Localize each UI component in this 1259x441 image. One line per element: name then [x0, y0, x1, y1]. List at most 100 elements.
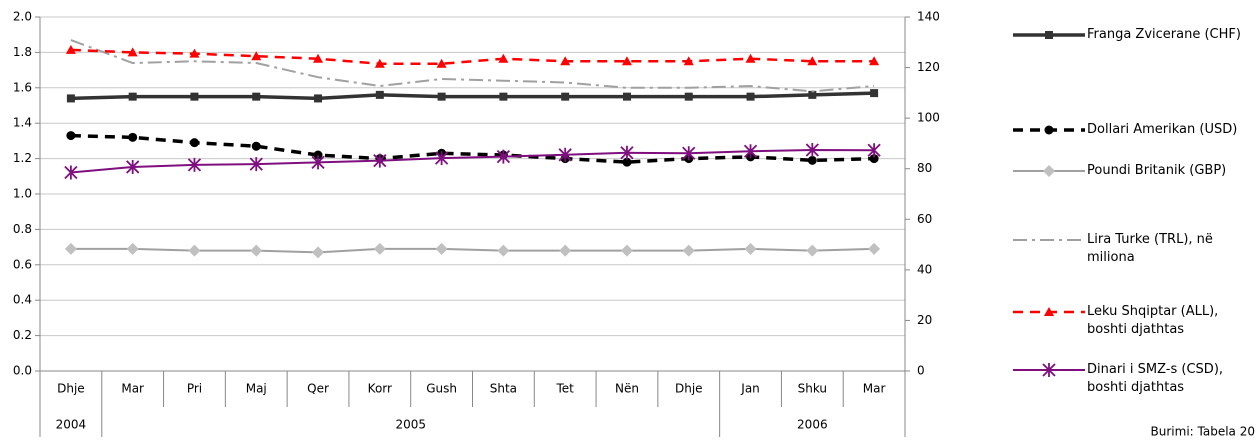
marker	[808, 90, 817, 99]
series-line	[70, 133, 875, 164]
legend-entry: Poundi Britanik (GBP)	[1087, 163, 1227, 178]
marker	[621, 56, 632, 66]
y-tick-label: 1.8	[13, 45, 32, 59]
marker	[435, 242, 448, 255]
y-tick-label: 0.6	[13, 257, 32, 271]
y-tick-label: 1.6	[13, 80, 32, 94]
marker	[1044, 307, 1054, 316]
legend-label: Lira Turke (TRL), në miliona	[1087, 232, 1213, 265]
marker	[313, 150, 323, 160]
marker	[682, 146, 696, 161]
series-line	[70, 48, 875, 66]
marker	[189, 138, 199, 148]
legend-entry: Lira Turke (TRL), në miliona	[1087, 232, 1213, 265]
marker	[190, 92, 199, 101]
legend-label: Poundi Britanik (GBP)	[1087, 163, 1227, 178]
marker	[436, 58, 447, 68]
legend-label: Dollari Amerikan (USD)	[1087, 122, 1238, 137]
marker	[311, 155, 325, 170]
marker	[497, 244, 510, 257]
marker	[66, 131, 76, 141]
y-tick-label: 2.0	[13, 10, 32, 24]
marker	[870, 89, 879, 98]
marker	[187, 157, 202, 172]
marker	[312, 246, 325, 259]
marker	[64, 242, 77, 255]
y-tick-label: 1.4	[13, 116, 32, 130]
x-tick-label: Shku	[798, 382, 827, 396]
marker	[620, 145, 634, 160]
x-tick-label: Gush	[426, 382, 457, 396]
x-tick-label: Tet	[555, 382, 574, 396]
marker	[558, 147, 572, 162]
legend-label: Franga Zvicerane (CHF)	[1087, 27, 1241, 42]
x-tick-label: Shta	[490, 382, 517, 396]
marker	[622, 157, 632, 167]
y-tick-label: 1.0	[13, 187, 32, 201]
marker	[807, 155, 817, 165]
marker	[127, 47, 138, 57]
y2-tick-label: 120	[917, 60, 940, 74]
y-tick-label: 0.8	[13, 222, 32, 236]
marker	[1045, 31, 1053, 39]
marker	[251, 141, 261, 151]
marker	[314, 94, 323, 103]
marker	[499, 92, 508, 101]
marker	[188, 244, 201, 257]
marker	[684, 92, 693, 101]
marker	[252, 92, 261, 101]
marker	[64, 165, 78, 180]
y-tick-label: 0.4	[13, 293, 32, 307]
marker	[437, 92, 446, 101]
marker	[622, 92, 631, 101]
marker	[128, 92, 137, 101]
series-line	[70, 149, 875, 174]
marker	[434, 151, 449, 166]
marker	[561, 92, 570, 101]
marker	[560, 56, 571, 66]
legend-entry: Dinari i SMZ-s (CSD), boshti djathtas	[1087, 362, 1223, 395]
marker	[867, 143, 881, 158]
y2-tick-label: 140	[917, 10, 940, 24]
marker	[66, 94, 75, 103]
x-group-label: 2005	[395, 418, 426, 432]
y-tick-label: 0.0	[13, 364, 32, 378]
marker	[249, 157, 263, 172]
legend-entry: Leku Shqiptar (ALL), boshti djathtas	[1087, 304, 1218, 337]
marker	[65, 44, 76, 54]
marker	[251, 51, 262, 61]
x-group-label: 2006	[797, 418, 828, 432]
x-tick-label: Qer	[307, 382, 329, 396]
x-tick-label: Dhje	[675, 382, 703, 396]
marker	[805, 143, 819, 158]
source-note: Burimi: Tabela 20	[1151, 425, 1255, 438]
legend-entry: Dollari Amerikan (USD)	[1087, 122, 1238, 137]
marker	[1044, 125, 1054, 135]
marker	[559, 244, 572, 257]
marker	[683, 56, 694, 66]
marker	[313, 53, 324, 63]
x-tick-label: Maj	[246, 382, 267, 396]
marker	[250, 244, 263, 257]
marker	[744, 242, 757, 255]
marker	[373, 153, 387, 168]
marker	[1042, 363, 1056, 377]
x-group-label: 2004	[56, 418, 87, 432]
y2-tick-label: 40	[917, 262, 932, 276]
x-tick-label: Dhje	[57, 382, 85, 396]
series-line	[70, 247, 875, 254]
marker	[807, 56, 818, 66]
marker	[745, 53, 756, 63]
y2-tick-label: 100	[917, 111, 940, 125]
marker	[1043, 165, 1055, 177]
marker	[746, 92, 755, 101]
series-line	[70, 39, 875, 93]
x-tick-label: Mar	[121, 382, 144, 396]
legend-entry: Franga Zvicerane (CHF)	[1087, 27, 1241, 42]
y2-tick-label: 0	[917, 364, 925, 378]
marker	[620, 244, 633, 257]
marker	[682, 244, 695, 257]
marker	[126, 159, 140, 174]
y-tick-label: 1.2	[13, 151, 32, 165]
